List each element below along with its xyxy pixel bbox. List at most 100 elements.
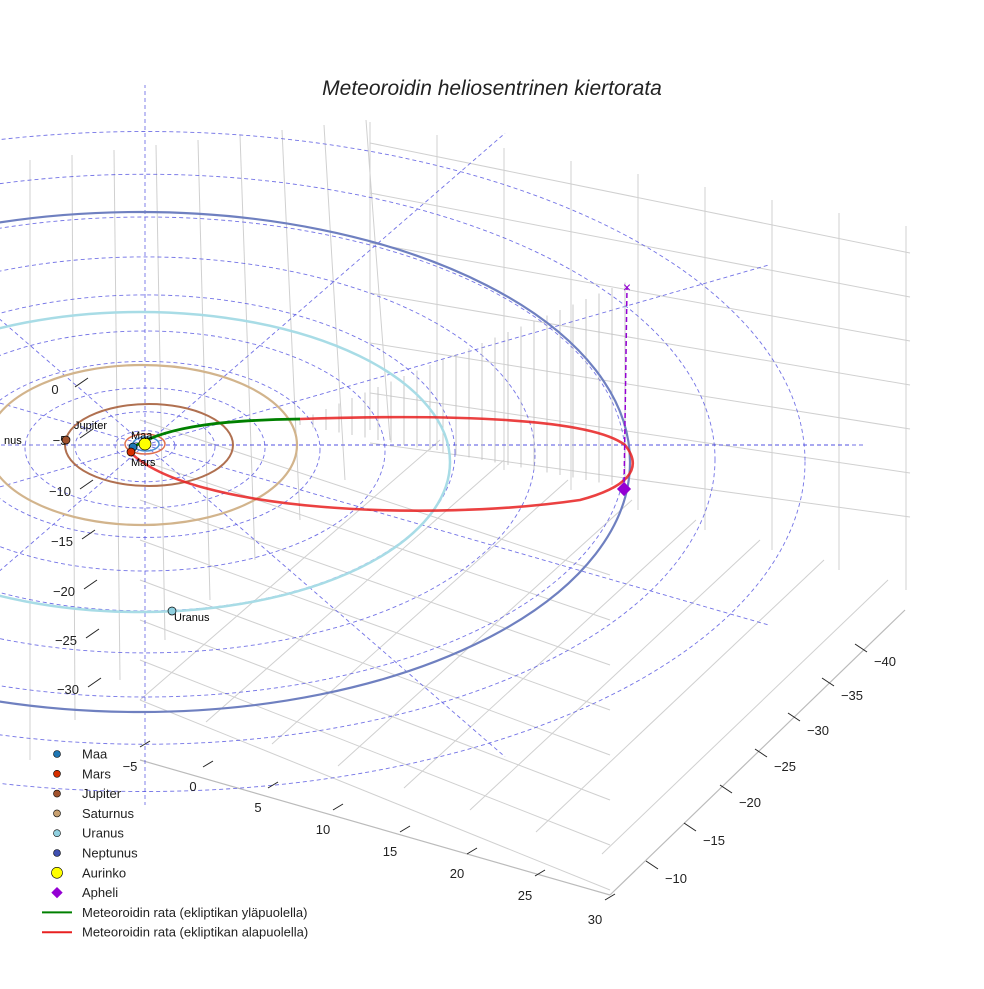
legend-label: Jupiter bbox=[82, 786, 122, 801]
legend-label: Aurinko bbox=[82, 865, 126, 880]
left-axis-tick-label: −30 bbox=[57, 682, 79, 697]
legend-circle-icon bbox=[53, 750, 61, 758]
grid-line bbox=[601, 579, 889, 855]
tick-mark bbox=[534, 869, 546, 877]
tick-mark bbox=[87, 677, 102, 688]
right-axis-tick-label: −25 bbox=[774, 759, 796, 774]
right-axis-tick-label: −40 bbox=[874, 654, 896, 669]
bottom-axis-tick-label: −5 bbox=[123, 759, 138, 774]
right-axis-tick-label: −10 bbox=[665, 871, 687, 886]
bottom-axis-tick-label: 20 bbox=[450, 866, 464, 881]
bottom-axis-tick-label: 15 bbox=[383, 844, 397, 859]
tick-mark bbox=[202, 760, 214, 768]
chart-title: Meteoroidin heliosentrinen kiertorata bbox=[322, 77, 662, 100]
grid-line bbox=[369, 142, 911, 254]
planet-label: Jupiter bbox=[74, 420, 107, 432]
grid-line bbox=[239, 134, 256, 561]
saturn-orbit bbox=[0, 363, 299, 527]
bottom-axis-tick-label: 5 bbox=[254, 800, 261, 815]
planet-label: nus bbox=[4, 435, 22, 447]
legend-label: Neptunus bbox=[82, 846, 138, 861]
legend-circle-icon bbox=[53, 849, 61, 857]
mars-marker bbox=[126, 447, 136, 457]
legend-label: Mars bbox=[82, 766, 111, 781]
grid-line bbox=[337, 499, 633, 767]
sun-marker bbox=[138, 437, 152, 451]
tick-mark bbox=[754, 748, 768, 758]
tick-mark bbox=[719, 784, 733, 794]
grid-line bbox=[71, 154, 76, 721]
planet-label: Uranus bbox=[174, 612, 210, 624]
tick-mark bbox=[645, 860, 659, 870]
grid-line bbox=[365, 119, 391, 441]
ecliptic-grid-ray bbox=[144, 444, 769, 626]
planet-label: Mars bbox=[131, 457, 156, 469]
legend-circle-icon bbox=[51, 866, 63, 879]
grid-line bbox=[139, 619, 611, 801]
grid-line bbox=[369, 192, 911, 298]
apheli-projection-marker: × bbox=[623, 279, 631, 295]
legend-label: Apheli bbox=[82, 885, 118, 900]
grid-line bbox=[139, 459, 611, 621]
grid-line bbox=[139, 579, 611, 756]
tick-mark bbox=[854, 643, 868, 653]
right-axis-tick-label: −20 bbox=[739, 795, 761, 810]
tick-mark bbox=[787, 712, 801, 722]
legend-circle-icon bbox=[53, 829, 61, 838]
right-axis-tick-label: −30 bbox=[807, 723, 829, 738]
ecliptic-grid-ray bbox=[144, 132, 506, 446]
left-axis-tick-label: −15 bbox=[51, 534, 73, 549]
tick-mark bbox=[74, 377, 89, 388]
legend-diamond-icon bbox=[51, 886, 63, 899]
grid-line bbox=[369, 292, 911, 386]
ecliptic-grid-ray bbox=[144, 264, 769, 446]
bottom-axis-tick-label: 10 bbox=[316, 822, 330, 837]
legend-label: Saturnus bbox=[82, 806, 135, 821]
tick-mark bbox=[332, 803, 344, 811]
right-axis-tick-label: −35 bbox=[841, 688, 863, 703]
legend-circle-icon bbox=[53, 789, 61, 798]
bottom-axis-tick-label: 30 bbox=[588, 912, 602, 927]
uranus-marker bbox=[167, 606, 177, 616]
right-axis-tick-label: −15 bbox=[703, 833, 725, 848]
grid-line bbox=[139, 699, 611, 891]
legend-label: Meteoroidin rata (ekliptikan alapuolella… bbox=[82, 925, 308, 940]
tick-mark bbox=[821, 677, 835, 687]
tick-mark bbox=[79, 428, 94, 439]
neptune-orbit bbox=[0, 210, 631, 714]
grid-line bbox=[281, 129, 301, 521]
tick-mark bbox=[267, 781, 279, 789]
left-axis-tick-label: −25 bbox=[55, 633, 77, 648]
tick-mark bbox=[683, 822, 697, 832]
bottom-axis-tick-label: 25 bbox=[518, 888, 532, 903]
tick-mark bbox=[399, 825, 411, 833]
planet-label: Maa bbox=[131, 430, 153, 442]
tick-mark bbox=[604, 893, 616, 901]
bottom-axis-tick-label: 0 bbox=[189, 779, 196, 794]
legend-circle-icon bbox=[53, 809, 61, 818]
grid-line bbox=[535, 559, 825, 833]
grid-line bbox=[139, 499, 611, 666]
meteoroid-orbit-above bbox=[134, 417, 301, 448]
left-axis-tick-label: 0 bbox=[51, 382, 58, 397]
ecliptic-grid-ring bbox=[0, 216, 626, 698]
ecliptic-grid-ray bbox=[0, 318, 146, 446]
apheli-marker bbox=[616, 481, 632, 497]
grid-line bbox=[271, 479, 569, 745]
grid-line bbox=[369, 242, 911, 342]
tick-mark bbox=[81, 529, 96, 540]
tick-mark bbox=[85, 628, 100, 639]
axis-line bbox=[609, 609, 906, 896]
legend-label: Meteoroidin rata (ekliptikan yläpuolella… bbox=[82, 905, 307, 920]
legend: Maa Mars Jupiter Saturnus Uranus Neptunus Auri… bbox=[42, 747, 308, 940]
ecliptic-grid-ring bbox=[0, 294, 456, 612]
tick-mark bbox=[466, 847, 478, 855]
grid-line bbox=[197, 139, 211, 601]
mars-orbit bbox=[124, 433, 166, 455]
ecliptic-grid-ray bbox=[144, 444, 506, 758]
apheli-projection-line bbox=[623, 286, 628, 491]
grid-line bbox=[369, 442, 911, 518]
tick-mark bbox=[79, 479, 94, 490]
axis-line bbox=[139, 759, 611, 896]
grid-line bbox=[139, 539, 611, 711]
